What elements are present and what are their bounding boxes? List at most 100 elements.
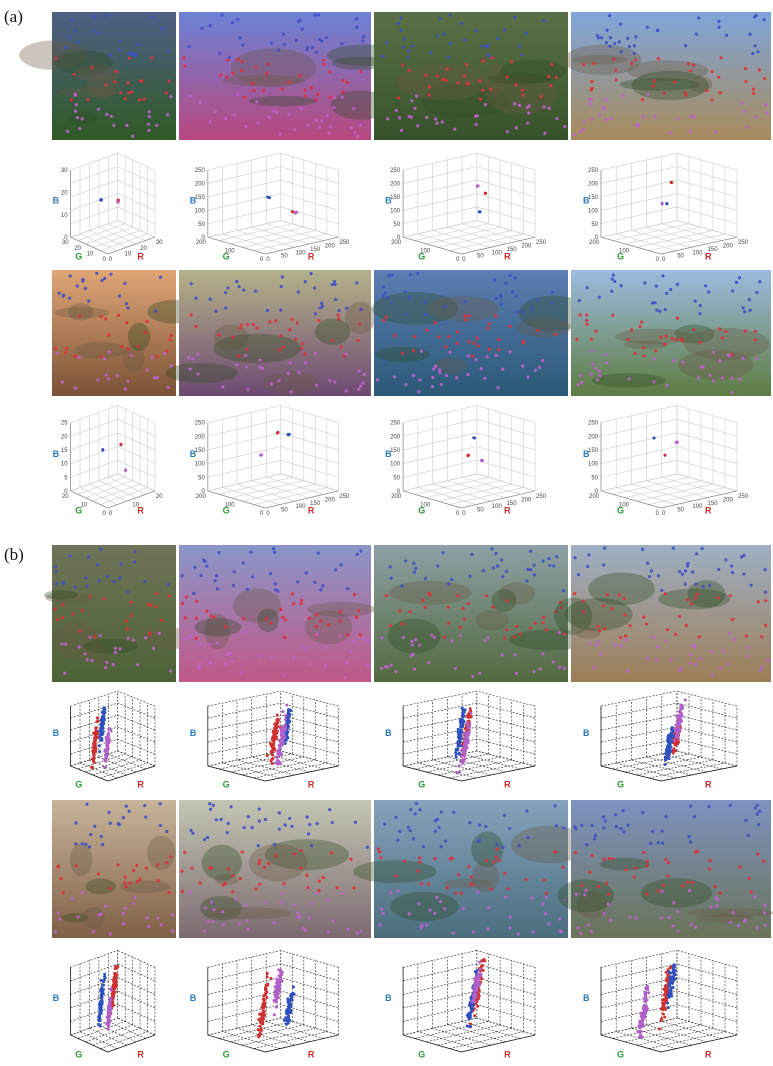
marker-dot <box>195 617 198 620</box>
marker-dot <box>393 334 396 337</box>
marker-dot <box>144 816 147 819</box>
marker-dot <box>356 553 359 556</box>
marker-dot <box>717 20 720 23</box>
marker-dot <box>62 294 65 297</box>
axis-grid <box>403 237 461 254</box>
marker-dot <box>125 321 128 324</box>
cluster-point <box>93 736 96 739</box>
cluster-point <box>676 725 679 728</box>
axis-grid <box>208 447 281 464</box>
marker-dot <box>748 877 751 880</box>
marker-dot <box>642 354 645 357</box>
tick-label: 100 <box>588 208 599 214</box>
marker-dot <box>633 876 636 879</box>
marker-dot <box>337 314 340 317</box>
cluster-point <box>466 721 469 724</box>
marker-dot <box>124 97 127 100</box>
cluster-point <box>261 1003 264 1006</box>
cluster-point <box>284 723 287 726</box>
cluster-point <box>479 968 482 971</box>
axis-label: G <box>617 1050 624 1060</box>
marker-dot <box>628 624 631 627</box>
cluster-point <box>477 972 480 975</box>
marker-dot <box>71 897 74 900</box>
marker-dot <box>718 327 721 330</box>
axis-grid <box>677 739 737 754</box>
cluster-point <box>97 1015 100 1018</box>
marker-dot <box>479 98 482 101</box>
axis-grid <box>447 1025 505 1042</box>
axis-label: G <box>223 780 230 790</box>
marker-dot <box>608 14 611 17</box>
tick-label: 10 <box>125 251 132 257</box>
axis-grid <box>99 481 136 498</box>
marker-dot <box>331 339 334 342</box>
marker-dot <box>464 300 467 303</box>
cluster-point <box>664 454 667 457</box>
marker-dot <box>76 116 79 119</box>
marker-dot <box>598 629 601 632</box>
marker-dot <box>156 376 159 379</box>
marker-dot <box>532 670 535 673</box>
marker-dot <box>187 356 190 359</box>
marker-dot <box>314 312 317 315</box>
marker-dot <box>209 808 212 811</box>
marker-dot <box>640 321 643 324</box>
marker-dot <box>355 17 358 20</box>
tick-label: 50 <box>198 475 205 481</box>
marker-dot <box>376 378 379 381</box>
marker-dot <box>595 367 598 370</box>
marker-dot <box>337 317 340 320</box>
marker-dot <box>450 578 453 581</box>
axis-grid <box>677 715 737 730</box>
marker-dot <box>202 559 205 562</box>
marker-dot <box>314 98 317 101</box>
photo <box>353 800 589 938</box>
marker-dot <box>721 336 724 339</box>
marker-dot <box>764 624 767 627</box>
marker-dot <box>606 593 609 596</box>
marker-dot <box>738 276 741 279</box>
marker-dot <box>763 77 766 80</box>
photo <box>19 12 176 140</box>
tick-label: 0 <box>109 511 113 517</box>
scatter-3d: BGR0501001502002500100200050100150200250 <box>190 153 350 263</box>
marker-dot <box>602 826 605 829</box>
marker-dot <box>122 816 125 819</box>
marker-dot <box>662 884 665 887</box>
marker-dot <box>315 51 318 54</box>
axis-grid <box>118 419 155 436</box>
axis-grid <box>208 237 266 254</box>
marker-dot <box>529 550 532 553</box>
marker-dot <box>346 81 349 84</box>
marker-dot <box>585 313 588 316</box>
marker-dot <box>660 589 663 592</box>
axis-grid <box>208 167 281 184</box>
marker-dot <box>313 581 316 584</box>
scene-shape <box>84 639 139 654</box>
marker-dot <box>119 40 122 43</box>
axis-label: B <box>385 993 392 1003</box>
marker-dot <box>100 279 103 282</box>
marker-dot <box>424 577 427 580</box>
marker-dot <box>582 610 585 613</box>
cluster-point <box>287 1016 290 1019</box>
marker-dot <box>274 582 277 585</box>
marker-dot <box>159 802 162 805</box>
scatter-3d: BGR0501001502002500100200050100150200250 <box>583 153 749 263</box>
cluster-point <box>458 771 461 774</box>
marker-dot <box>695 552 698 555</box>
axis-grid <box>252 481 310 498</box>
cluster-point <box>117 201 120 204</box>
axis-grid <box>477 950 535 967</box>
marker-dot <box>515 672 518 675</box>
marker-dot <box>420 350 423 353</box>
marker-dot <box>108 887 111 890</box>
marker-dot <box>467 865 470 868</box>
marker-dot <box>628 45 631 48</box>
marker-dot <box>361 39 364 42</box>
marker-dot <box>345 661 348 664</box>
axis-grid <box>118 715 155 730</box>
marker-dot <box>137 345 140 348</box>
marker-dot <box>586 286 589 289</box>
